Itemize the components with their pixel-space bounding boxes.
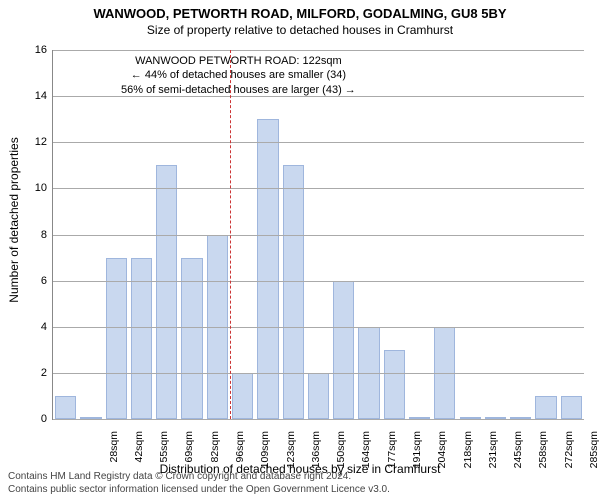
- bar: [535, 396, 556, 419]
- gridline: [53, 142, 584, 143]
- bar: [55, 396, 76, 419]
- chart-area: 28sqm42sqm55sqm69sqm82sqm96sqm109sqm123s…: [48, 50, 588, 420]
- footer-line-2: Contains public sector information licen…: [8, 484, 390, 497]
- bar: [308, 373, 329, 419]
- chart-title: WANWOOD, PETWORTH ROAD, MILFORD, GODALMI…: [0, 6, 600, 21]
- bar: [257, 119, 278, 419]
- y-axis-title: Number of detached properties: [7, 137, 21, 302]
- reference-line: [230, 50, 231, 419]
- bar: [561, 396, 582, 419]
- gridline: [53, 50, 584, 51]
- bar: [283, 165, 304, 419]
- y-tick-label: 14: [35, 90, 53, 102]
- gridline: [53, 188, 584, 189]
- gridline: [53, 235, 584, 236]
- y-tick-label: 10: [35, 182, 53, 194]
- y-tick-label: 12: [35, 136, 53, 148]
- y-tick-label: 0: [41, 413, 53, 425]
- gridline: [53, 327, 584, 328]
- bar: [131, 258, 152, 419]
- bar: [333, 281, 354, 419]
- chart-subtitle: Size of property relative to detached ho…: [0, 23, 600, 37]
- gridline: [53, 373, 584, 374]
- y-tick-label: 16: [35, 44, 53, 56]
- footer-credits: Contains HM Land Registry data © Crown c…: [8, 471, 390, 496]
- bar: [181, 258, 202, 419]
- bar: [156, 165, 177, 419]
- gridline: [53, 96, 584, 97]
- plot-area: 28sqm42sqm55sqm69sqm82sqm96sqm109sqm123s…: [52, 50, 584, 420]
- y-tick-label: 4: [41, 321, 53, 333]
- y-tick-label: 6: [41, 275, 53, 287]
- y-tick-label: 2: [41, 367, 53, 379]
- gridline: [53, 419, 584, 420]
- bar: [384, 350, 405, 419]
- bar: [232, 373, 253, 419]
- bar: [106, 258, 127, 419]
- y-tick-label: 8: [41, 229, 53, 241]
- footer-line-1: Contains HM Land Registry data © Crown c…: [8, 471, 390, 484]
- gridline: [53, 281, 584, 282]
